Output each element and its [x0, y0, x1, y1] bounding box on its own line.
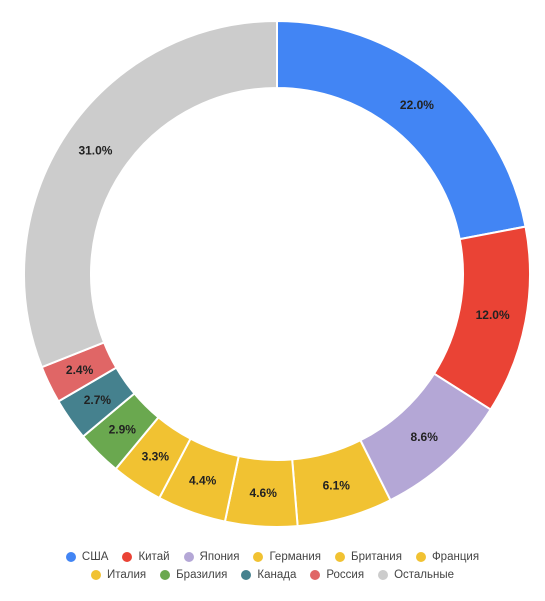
legend-item: Китай — [122, 551, 170, 563]
legend-swatch — [160, 570, 171, 580]
legend-item: Остальные — [378, 569, 454, 581]
legend-item: Франция — [415, 551, 480, 563]
legend-swatch — [241, 570, 252, 580]
legend-item: Япония — [183, 551, 240, 563]
donut-chart: 22.0% 12.0% 8.6% 6.1% 4.6% 4.4% 3.3% 2.9% 2.7% 2.… — [23, 19, 531, 528]
legend-swatch — [253, 552, 264, 562]
legend-swatch — [183, 552, 194, 562]
legend-item: Бразилия — [160, 569, 227, 581]
legend-swatch — [65, 552, 76, 562]
legend-item: Канада — [241, 569, 296, 581]
legend-label: Британия — [351, 551, 402, 563]
legend-swatch — [90, 570, 101, 580]
slice-label-11: 31.0% — [78, 144, 112, 158]
slice-11 — [23, 19, 278, 369]
legend-item: Британия — [335, 551, 402, 563]
slice-label-5: 4.6% — [250, 486, 278, 500]
legend-swatch — [335, 552, 346, 562]
legend-swatch — [415, 552, 426, 562]
legend-item: Италия — [90, 569, 147, 581]
legend-swatch — [310, 570, 321, 580]
legend-label: Япония — [199, 551, 240, 563]
slice-label-2: 12.0% — [476, 308, 510, 322]
legend-label: Италия — [106, 569, 147, 581]
legend-label: Остальные — [394, 569, 455, 581]
slice-label-10: 2.4% — [66, 363, 94, 377]
legend-row: США Китай Япония Германия Британия Франция — [0, 548, 545, 566]
slice-label-8: 2.9% — [109, 423, 137, 437]
legend-row: Италия Бразилия Канада Россия Остальные — [0, 566, 545, 584]
slice-label-7: 3.3% — [142, 450, 170, 464]
slice-label-3: 8.6% — [411, 430, 439, 444]
slice-1 — [276, 19, 527, 241]
legend-label: Китай — [138, 551, 170, 563]
legend-item: Россия — [310, 569, 364, 581]
slice-label-1: 22.0% — [400, 98, 434, 112]
legend-item: Германия — [253, 551, 321, 563]
legend-label: Германия — [269, 551, 322, 563]
legend-item: США — [65, 551, 109, 563]
slice-label-9: 2.7% — [84, 393, 112, 407]
slice-label-6: 4.4% — [189, 474, 217, 488]
legend-label: США — [81, 551, 109, 563]
slice-label-4: 6.1% — [323, 478, 351, 492]
legend-label: Франция — [431, 551, 480, 563]
legend-swatch — [378, 570, 389, 580]
legend-label: Россия — [326, 569, 365, 581]
chart-legend: США Китай Япония Германия Британия Франция Ит… — [0, 548, 545, 584]
legend-label: Бразилия — [176, 569, 228, 581]
legend-label: Канада — [257, 569, 297, 581]
legend-swatch — [122, 552, 133, 562]
